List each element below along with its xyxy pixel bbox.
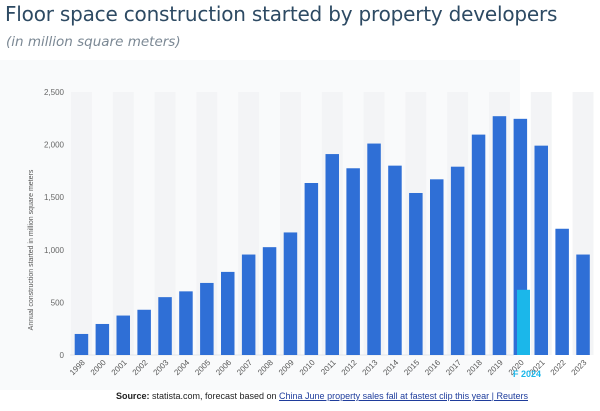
chart-area: 0 500 1,000 1,500 2,000 2,500 1998 2000 2001 200…	[0, 60, 600, 390]
bar-2011	[325, 154, 339, 355]
chart-title: Floor space construction started by prop…	[5, 2, 558, 26]
bar-2003	[158, 297, 172, 355]
y-tick-label: 2,000	[44, 141, 65, 150]
bar-2016	[430, 179, 444, 355]
bar-2008	[262, 247, 277, 355]
bar-2013	[367, 143, 381, 355]
bar-2015	[409, 192, 423, 355]
grid-band	[154, 92, 176, 355]
source-label: Source:	[115, 391, 150, 401]
forecast-bar-2024	[517, 289, 530, 355]
bar-2023	[576, 254, 590, 355]
bar-2000	[95, 323, 110, 355]
y-tick-label: 1,000	[44, 246, 65, 255]
bar-2004	[179, 291, 193, 355]
chart-subtitle: (in million square meters)	[6, 34, 181, 50]
bar-2017	[450, 166, 465, 355]
bar-2018	[471, 134, 486, 355]
y-axis-label: Annual construction started in million s…	[28, 169, 35, 330]
bar-2019	[492, 116, 507, 355]
y-tick-label: 1,500	[44, 193, 65, 202]
y-tick-label: 2,500	[44, 88, 65, 97]
bar-2012	[346, 168, 360, 355]
x-tick-label: 2023	[570, 358, 589, 377]
grid-band	[71, 92, 92, 355]
bar-2006	[221, 271, 235, 355]
bar-1998	[74, 333, 89, 355]
x-tick-label: 2022	[549, 358, 568, 377]
source-text: statista.com, forecast based on	[149, 391, 280, 401]
bar-2009	[283, 232, 298, 355]
bar-2014	[388, 165, 402, 355]
source-note: Source: statista.com, forecast based on …	[116, 391, 528, 401]
bar-2002	[137, 309, 151, 355]
bar-2022	[555, 228, 569, 355]
y-tick-label: 500	[51, 298, 65, 307]
bar-2010	[304, 182, 319, 355]
y-tick-label: 0	[60, 351, 65, 360]
bar-2007	[241, 254, 256, 355]
source-link[interactable]: China June property sales fall at fastes…	[279, 391, 528, 401]
forecast-label: F 2024	[513, 369, 541, 379]
grid-band	[112, 92, 134, 355]
bar-2021	[534, 145, 548, 355]
bar-2005	[200, 282, 214, 355]
bar-2001	[116, 315, 130, 355]
